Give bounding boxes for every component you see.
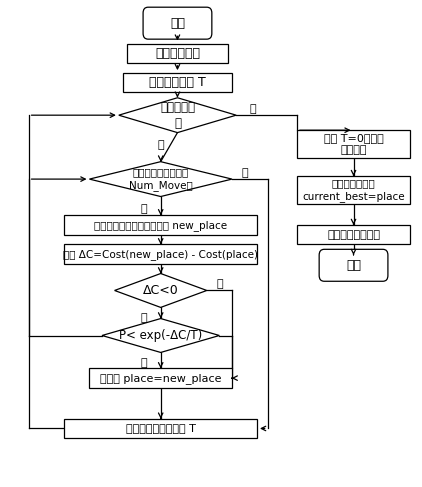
Text: 结束: 结束 xyxy=(346,259,361,272)
Polygon shape xyxy=(115,274,207,307)
Text: P< exp(-ΔC/T): P< exp(-ΔC/T) xyxy=(119,329,202,342)
Text: 接受解 place=new_place: 接受解 place=new_place xyxy=(100,373,222,384)
Text: 是: 是 xyxy=(249,104,256,114)
FancyBboxPatch shape xyxy=(297,176,410,204)
FancyBboxPatch shape xyxy=(319,249,388,281)
Text: 随机初始布局: 随机初始布局 xyxy=(155,47,200,60)
Text: 根据退火表更新温度 T: 根据退火表更新温度 T xyxy=(126,424,196,433)
FancyBboxPatch shape xyxy=(297,130,410,158)
Text: 否: 否 xyxy=(141,313,147,323)
FancyBboxPatch shape xyxy=(64,244,257,264)
Text: 否: 否 xyxy=(141,204,147,214)
FancyBboxPatch shape xyxy=(297,225,410,244)
Text: 设置 T=0，局部
优化搜索: 设置 T=0，局部 优化搜索 xyxy=(324,133,384,155)
Text: 内循环迭代次数达到
Num_Move次: 内循环迭代次数达到 Num_Move次 xyxy=(129,168,192,191)
Text: 开始: 开始 xyxy=(170,17,185,30)
FancyBboxPatch shape xyxy=(64,419,257,438)
Text: 达到凉点温
度: 达到凉点温 度 xyxy=(160,101,195,130)
Text: 执行模拟回火方法: 执行模拟回火方法 xyxy=(327,230,380,240)
Polygon shape xyxy=(102,318,219,353)
Polygon shape xyxy=(119,98,236,132)
FancyBboxPatch shape xyxy=(127,43,228,63)
Text: 是: 是 xyxy=(241,168,248,178)
Text: ΔC<0: ΔC<0 xyxy=(143,284,179,297)
Text: 保存当前最优解
current_best=place: 保存当前最优解 current_best=place xyxy=(302,179,405,202)
FancyBboxPatch shape xyxy=(64,215,257,235)
Polygon shape xyxy=(89,162,232,197)
Text: 计算 ΔC=Cost(new_place) - Cost(place): 计算 ΔC=Cost(new_place) - Cost(place) xyxy=(63,249,258,260)
FancyBboxPatch shape xyxy=(143,7,212,39)
Text: 否: 否 xyxy=(141,358,147,368)
FancyBboxPatch shape xyxy=(123,73,232,93)
Text: 否: 否 xyxy=(157,140,164,150)
Text: 随机调整布局，产生领域解 new_place: 随机调整布局，产生领域解 new_place xyxy=(94,220,227,230)
Text: 是: 是 xyxy=(216,279,223,289)
Text: 设置初始温度 T: 设置初始温度 T xyxy=(149,76,206,89)
FancyBboxPatch shape xyxy=(89,369,232,388)
